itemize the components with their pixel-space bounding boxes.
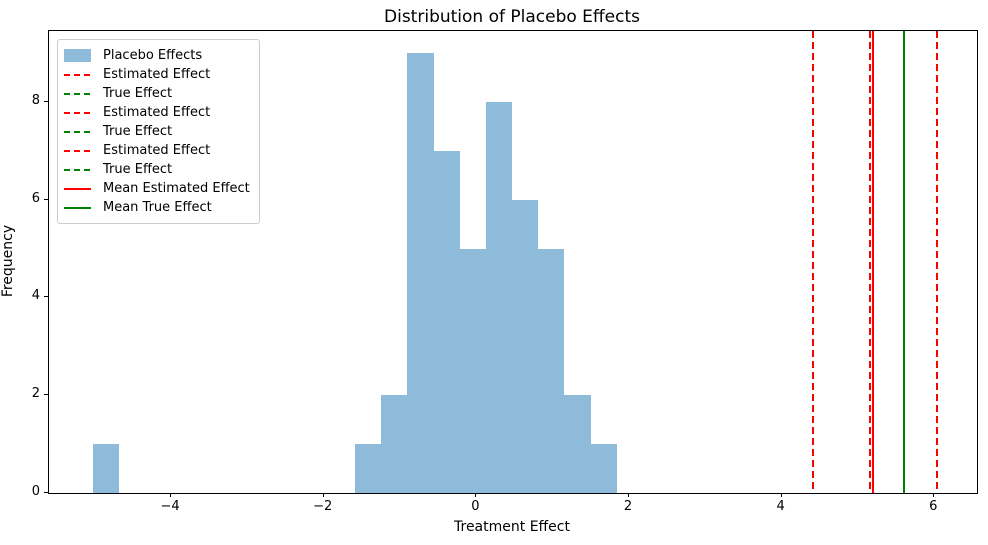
histogram-bar [407,53,434,493]
y-tick-label: 2 [31,386,40,402]
histogram-bar [459,248,486,493]
legend-swatch-graphic [64,130,91,133]
legend-swatch-graphic [64,92,91,95]
legend-item: True Effect [64,122,250,141]
histogram-bar [564,395,591,493]
legend-label: True Effect [103,124,173,139]
legend-line-swatch [64,92,91,95]
legend-item: Mean Estimated Effect [64,179,250,198]
vlines-layer [49,31,977,493]
histogram-bars-layer [49,31,977,493]
legend-patch-swatch [64,49,91,62]
histogram-bar [355,444,382,493]
legend-swatch-graphic [64,49,91,62]
legend-line-swatch [64,130,91,133]
legend-label: Estimated Effect [103,67,211,82]
x-tick-label: 4 [776,499,785,514]
histogram-bar [93,444,120,493]
y-tick-mark [44,492,48,493]
legend-label: Mean Estimated Effect [103,181,250,196]
x-tick-mark [475,493,477,497]
legend-line-swatch [64,168,91,171]
estimated-effect-line [935,31,938,493]
legend-label: Estimated Effect [103,143,211,158]
legend-item: Estimated Effect [64,65,250,84]
legend-item: Mean True Effect [64,198,250,217]
histogram-bar [512,199,539,493]
x-tick-label: 6 [929,499,938,514]
mean-true-effect-line [902,31,905,493]
x-tick-mark [933,493,935,497]
x-tick-mark [780,493,782,497]
histogram-bar [381,395,408,493]
legend-swatch-graphic [64,149,91,152]
legend: Placebo Effects Estimated Effect True Effe… [57,39,260,224]
chart-title: Distribution of Placebo Effects [384,7,640,27]
y-tick-mark [44,100,48,102]
y-tick-label: 8 [31,92,40,108]
histogram-bar [485,101,513,493]
estimated-effect-line [869,31,872,493]
y-tick-label: 4 [31,288,40,304]
legend-line-swatch [64,187,91,190]
x-tick-label: −4 [160,499,180,514]
histogram-bar [433,150,460,493]
legend-label: Estimated Effect [103,105,211,120]
legend-item: True Effect [64,160,250,179]
legend-swatch-graphic [64,73,91,76]
mean-estimated-effect-line [872,31,875,493]
legend-label: Placebo Effects [103,48,203,63]
x-tick-label: 0 [471,499,480,514]
x-tick-label: 2 [623,499,633,514]
legend-item: Estimated Effect [64,141,250,160]
legend-item: Estimated Effect [64,103,250,122]
estimated-effect-line [811,31,814,493]
y-tick-mark [44,198,48,200]
legend-line-swatch [64,206,91,209]
legend-label: Mean True Effect [103,200,212,215]
legend-line-swatch [64,149,91,152]
x-axis-label: Treatment Effect [454,519,570,535]
histogram-bar [538,248,565,493]
legend-line-swatch [64,73,91,76]
histogram-bar [590,444,617,493]
legend-item: True Effect [64,84,250,103]
x-tick-label: −2 [313,499,333,514]
x-tick-mark [628,493,629,497]
y-tick-mark [44,296,48,298]
y-tick-mark [44,394,48,396]
y-tick-label: 0 [31,484,40,499]
x-tick-mark [170,493,172,497]
plot-area: Placebo Effects Estimated Effect True Effe… [48,30,978,494]
legend-line-swatch [64,111,91,114]
legend-label: True Effect [103,86,173,101]
legend-item: Placebo Effects [64,46,250,65]
legend-swatch-graphic [64,168,91,171]
legend-swatch-graphic [64,111,91,114]
legend-swatch-graphic [64,187,91,190]
legend-swatch-graphic [64,206,91,209]
legend-label: True Effect [103,162,173,177]
x-tick-mark [322,493,324,497]
y-tick-label: 6 [31,190,40,206]
